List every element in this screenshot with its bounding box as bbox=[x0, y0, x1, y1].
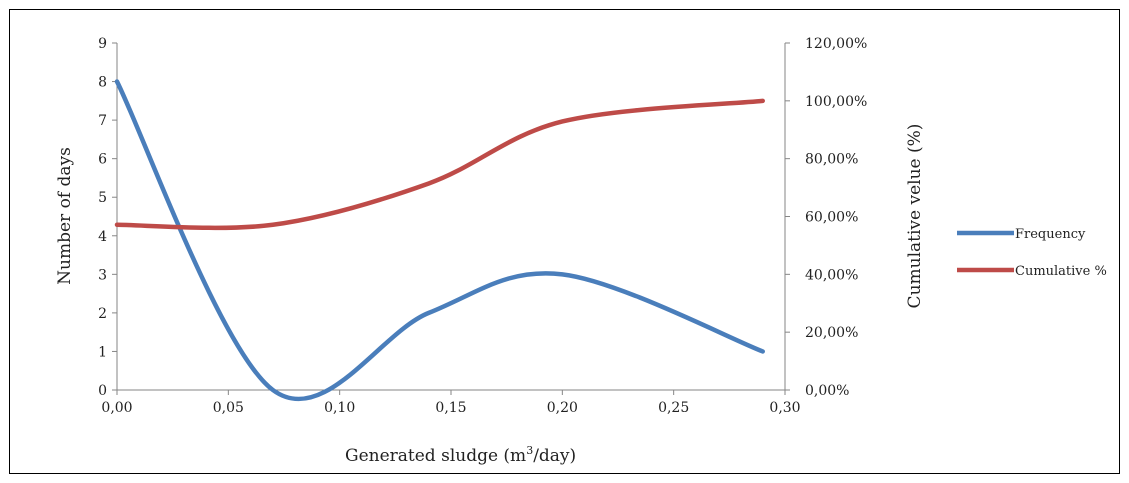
y2-tick-label: 20,00% bbox=[805, 325, 858, 341]
series-line-frequency bbox=[114, 79, 765, 402]
legend-label-frequency: Frequency bbox=[1015, 227, 1086, 242]
y-tick-label: 1 bbox=[98, 344, 107, 360]
chart-frame bbox=[9, 9, 1120, 474]
x-tick-label: 0,00 bbox=[101, 400, 132, 416]
y2-tick-label: 120,00% bbox=[805, 36, 867, 52]
y-tick-label: 8 bbox=[98, 75, 107, 91]
y-axis-title: Number of days bbox=[55, 147, 75, 285]
legend-label-cumulative: Cumulative % bbox=[1015, 264, 1107, 279]
y2-tick-label: 60,00% bbox=[805, 210, 858, 226]
y-tick-label: 7 bbox=[98, 113, 107, 129]
x-tick-label: 0,20 bbox=[547, 400, 578, 416]
y2-tick-label: 40,00% bbox=[805, 267, 858, 283]
y-tick-label: 9 bbox=[98, 36, 107, 52]
x-tick-label: 0,05 bbox=[213, 400, 244, 416]
y2-tick-label: 80,00% bbox=[805, 152, 858, 168]
series-line-cumulative bbox=[114, 98, 765, 231]
x-axis-title-main: Generated sludge (m bbox=[345, 446, 526, 466]
y2-tick-label: 0,00% bbox=[805, 383, 849, 399]
y2-axis-title: Cumulative velue (%) bbox=[905, 124, 925, 309]
y-tick-label: 3 bbox=[98, 267, 107, 283]
x-tick-label: 0,30 bbox=[769, 400, 800, 416]
x-axis-title-sup: 3 bbox=[526, 444, 533, 457]
y-tick-label: 2 bbox=[98, 306, 107, 322]
x-axis-title: Generated sludge (m3/day) bbox=[345, 444, 576, 466]
x-tick-label: 0,10 bbox=[324, 400, 355, 416]
x-axis-title-tail: /day) bbox=[533, 446, 576, 466]
y-tick-label: 4 bbox=[98, 229, 107, 245]
y-tick-label: 0 bbox=[98, 383, 107, 399]
x-tick-label: 0,15 bbox=[435, 400, 466, 416]
y2-tick-label: 100,00% bbox=[805, 94, 867, 110]
y-tick-label: 5 bbox=[98, 190, 107, 206]
y-tick-label: 6 bbox=[98, 152, 107, 168]
x-tick-label: 0,25 bbox=[658, 400, 689, 416]
